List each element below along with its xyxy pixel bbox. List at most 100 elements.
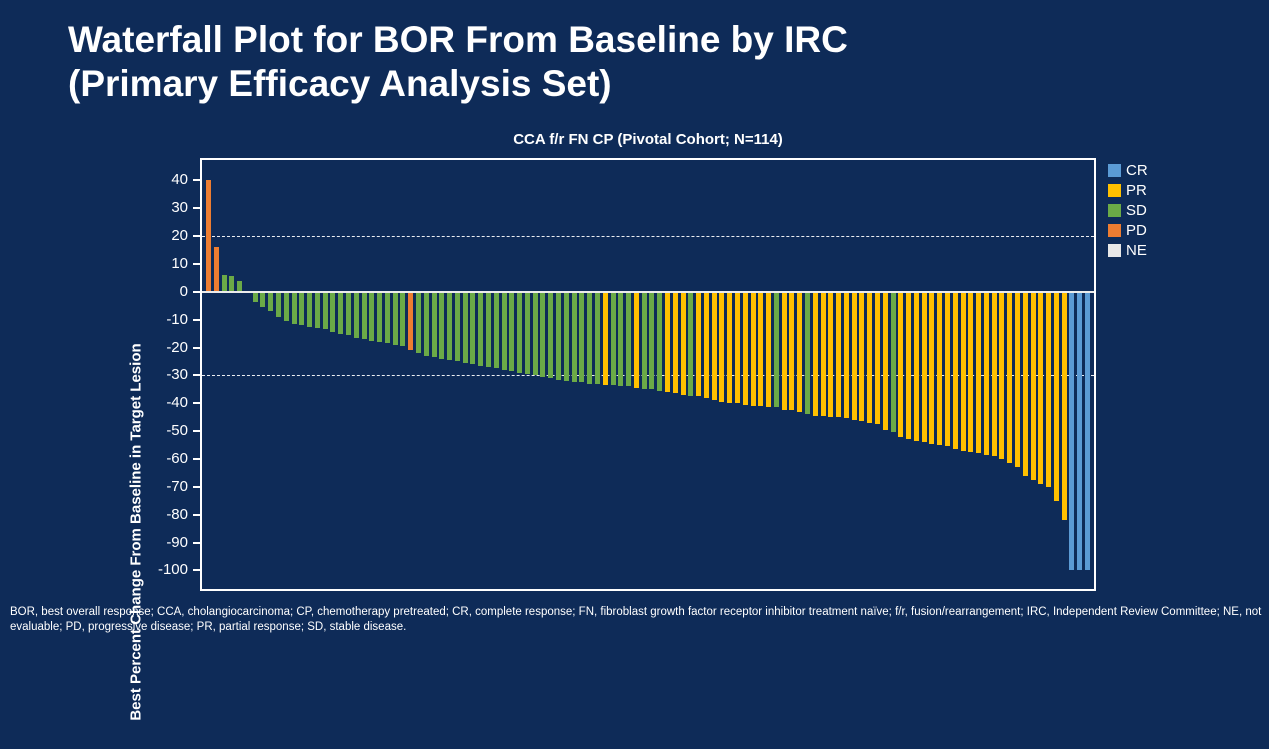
bar-109-pr [1046,291,1052,487]
y-tick-label--50: -50 [166,422,188,439]
page-title-line1: Waterfall Plot for BOR From Baseline by … [68,19,848,60]
bar-62-pr [680,291,686,395]
bar-18-sd [338,291,344,334]
plot-inner [202,160,1094,589]
y-tick-label--100: -100 [157,561,188,579]
legend-swatch-pr [1108,183,1121,197]
y-tick-mark--60 [193,457,200,460]
bar-27-pd [408,291,414,351]
bar-54-sd [618,291,624,387]
bar-72-pr [758,291,764,406]
bar-34-sd [462,291,468,363]
y-tick-label-20: 20 [171,227,188,244]
legend-item-pd: PD [1108,220,1148,240]
bar-8-sd [260,291,266,308]
footnote: BOR, best overall response; CCA, cholang… [10,606,1262,634]
bar-75-pr [781,291,787,411]
bar-101-pr [983,291,989,455]
bar-56-pr [633,291,639,388]
bar-7-sd [252,291,258,302]
bar-24-sd [384,291,390,344]
bar-78-sd [804,291,810,415]
bar-107-pr [1030,291,1036,480]
y-tick-label-40: 40 [171,171,188,189]
y-tick-mark-40 [193,179,200,182]
legend-item-pr: PR [1108,180,1148,200]
bar-112-cr [1069,291,1075,571]
bar-25-sd [392,291,398,345]
y-tick-mark--50 [193,430,200,432]
y-tick-mark--90 [193,541,200,544]
legend-item-sd: SD [1108,200,1148,220]
bar-86-pr [867,291,873,423]
bar-42-sd [524,291,530,374]
bar-33-sd [454,291,460,362]
bar-96-pr [944,291,950,447]
bar-113-cr [1077,291,1083,571]
bar-41-sd [517,291,523,373]
y-tick-mark--40 [193,402,200,405]
legend: CR PR SD PD NE [1108,160,1148,260]
bar-97-pr [952,291,958,450]
bar-98-pr [960,291,966,451]
bar-28-sd [416,291,422,354]
bar-29-sd [423,291,429,356]
legend-label-ne: NE [1126,241,1147,259]
page-title-line2: (Primary Efficacy Analysis Set) [68,63,612,105]
bar-46-sd [556,291,562,380]
bar-68-pr [727,291,733,404]
legend-item-cr: CR [1108,160,1148,180]
bar-104-pr [1007,291,1013,464]
bar-99-pr [968,291,974,452]
bar-35-sd [470,291,476,365]
bar-22-sd [369,291,375,341]
bar-9-sd [268,291,274,312]
bar-88-pr [882,291,888,430]
slide: Waterfall Plot for BOR From Baseline by … [0,18,1262,721]
bar-53-sd [610,291,616,386]
bar-91-pr [906,291,912,440]
bar-95-pr [937,291,943,445]
bar-74-sd [773,291,779,408]
y-tick-mark-0 [193,290,200,293]
bar-105-pr [1014,291,1020,468]
bar-20-sd [353,291,359,338]
y-tick-mark-30 [193,207,200,210]
bar-17-sd [330,291,336,333]
bar-61-pr [672,291,678,394]
y-tick-label--40: -40 [166,394,188,412]
y-axis: Best Percent Change From Baseline in Tar… [0,158,200,721]
bar-59-sd [657,291,663,391]
y-tick-label--60: -60 [166,449,188,467]
bar-103-pr [999,291,1005,459]
y-tick-mark--80 [193,513,200,516]
y-tick-mark--30 [193,374,200,377]
bar-57-sd [641,291,647,390]
bar-83-pr [843,291,849,419]
bar-58-sd [649,291,655,390]
bar-84-pr [851,291,857,420]
bar-63-sd [688,291,694,397]
page-title: Waterfall Plot for BOR From Baseline by … [68,18,848,107]
bar-51-sd [594,291,600,384]
zero-line [202,290,1094,293]
bar-82-pr [836,291,842,418]
y-tick-label--30: -30 [166,366,188,384]
bar-3-sd [221,275,227,292]
bar-60-pr [664,291,670,393]
bar-114-cr [1085,291,1090,571]
bar-90-pr [898,291,904,437]
bar-31-sd [439,291,445,359]
bar-45-sd [548,291,554,379]
bar-111-pr [1061,291,1067,521]
y-tick-label--20: -20 [166,338,188,356]
legend-label-sd: SD [1126,201,1147,219]
legend-label-cr: CR [1126,161,1148,179]
y-tick-mark--100 [193,569,200,572]
bar-15-sd [314,291,320,328]
bar-4-sd [229,276,235,292]
bar-73-pr [766,291,772,408]
bar-94-pr [929,291,935,444]
bar-69-pr [734,291,740,404]
bar-92-pr [913,291,919,441]
